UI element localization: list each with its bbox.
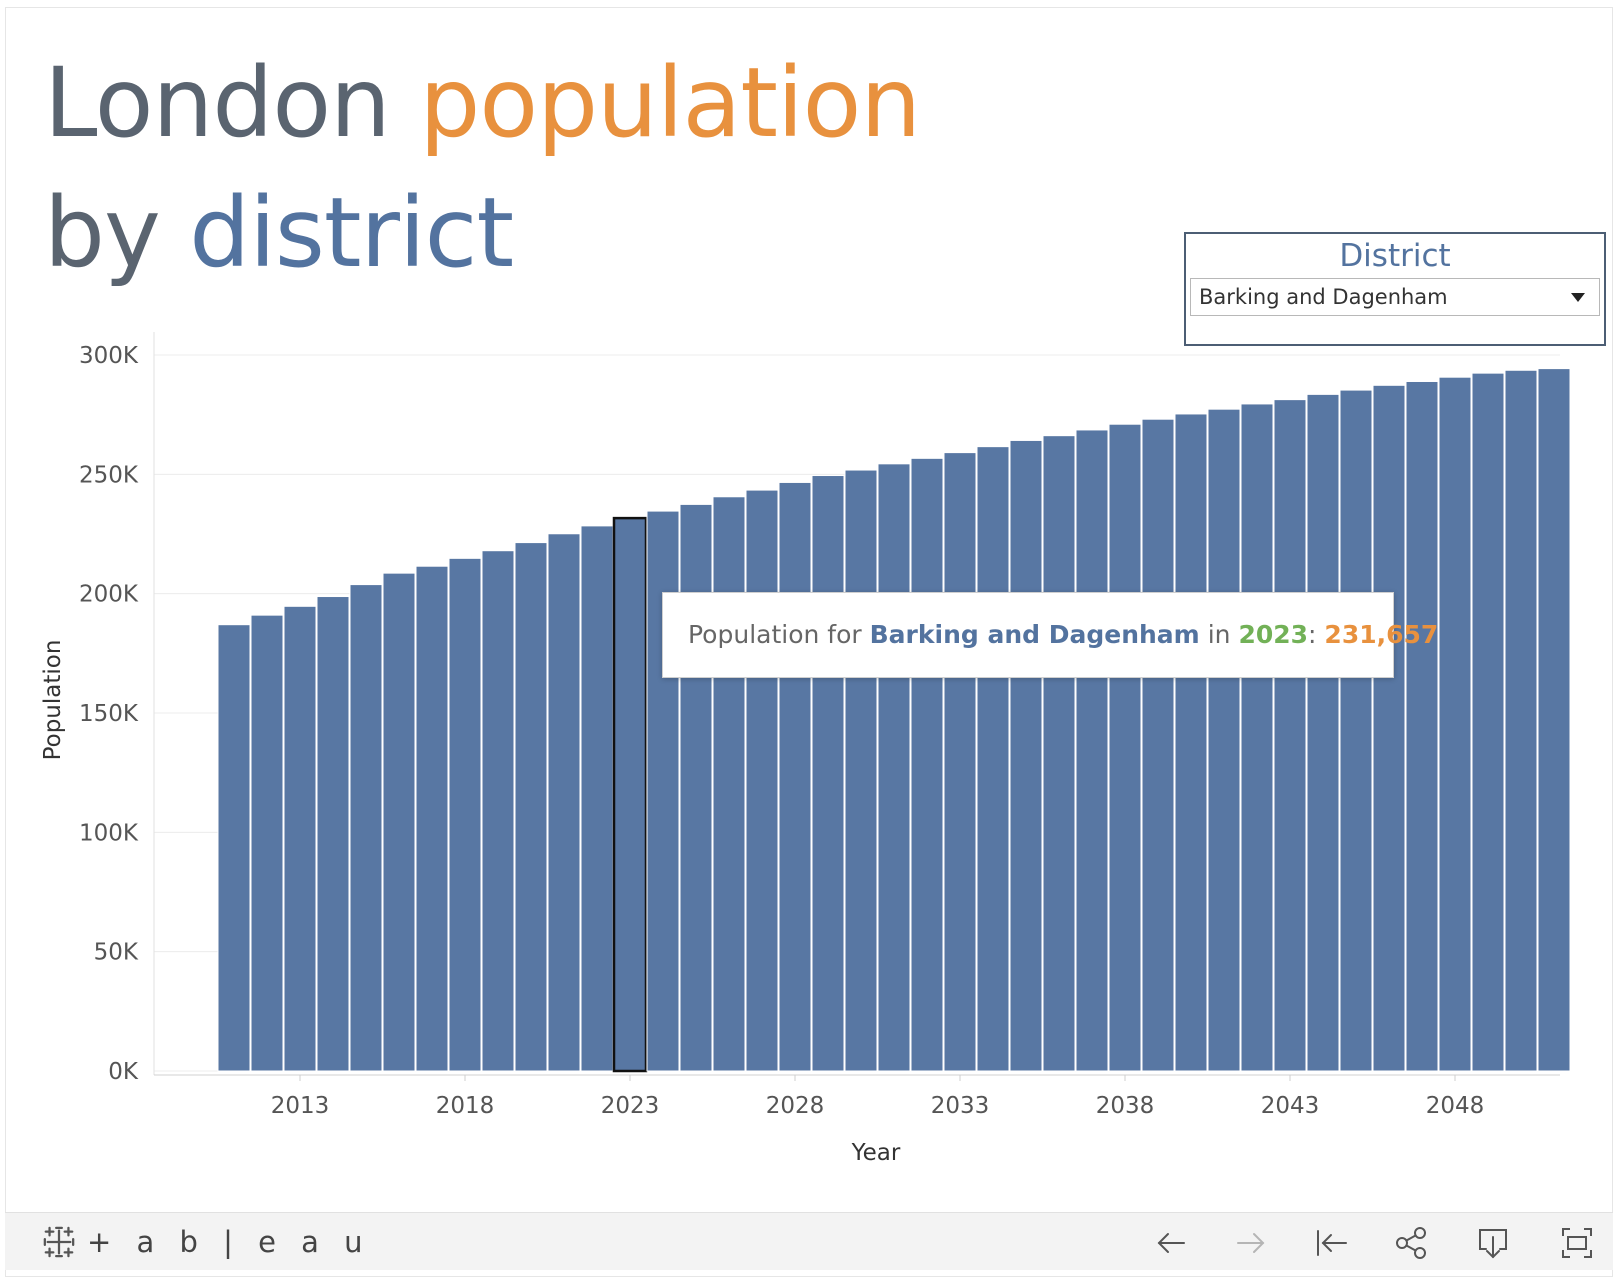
- district-select-value: Barking and Dagenham: [1199, 285, 1448, 309]
- y-axis-label: Population: [40, 640, 66, 761]
- bar[interactable]: [1108, 423, 1142, 1072]
- share-icon: [1396, 1227, 1426, 1259]
- title-word-district: district: [189, 177, 514, 289]
- x-tick-label: 2028: [766, 1093, 825, 1119]
- chart-tooltip: Population for Barking and Dagenham in 2…: [662, 592, 1438, 678]
- redo-icon: [1237, 1233, 1265, 1253]
- bar[interactable]: [745, 489, 779, 1072]
- tooltip-colon: :: [1308, 620, 1317, 649]
- bar[interactable]: [1339, 389, 1373, 1072]
- bars: [217, 368, 1571, 1073]
- bar[interactable]: [580, 525, 614, 1072]
- bar[interactable]: [1075, 429, 1109, 1072]
- y-tick-label: 0K: [108, 1059, 139, 1085]
- bar[interactable]: [1273, 399, 1307, 1072]
- x-tick-label: 2038: [1096, 1093, 1155, 1119]
- bar[interactable]: [1306, 393, 1340, 1072]
- bar[interactable]: [283, 605, 317, 1072]
- x-tick-label: 2048: [1426, 1093, 1485, 1119]
- title-word-london: London: [44, 47, 391, 159]
- bar[interactable]: [943, 452, 977, 1072]
- tooltip-prefix: Population for: [688, 620, 862, 649]
- bar[interactable]: [1471, 372, 1505, 1072]
- bar[interactable]: [1174, 413, 1208, 1072]
- bar-highlighted[interactable]: [612, 516, 648, 1073]
- tooltip-in: in: [1207, 620, 1231, 649]
- district-filter: District Barking and Dagenham: [1184, 232, 1606, 346]
- bar[interactable]: [1504, 369, 1538, 1072]
- download-icon: [1479, 1229, 1507, 1259]
- y-tick-label: 200K: [79, 582, 139, 608]
- bar[interactable]: [316, 596, 350, 1072]
- page-title: London population by district: [44, 38, 921, 298]
- y-tick-label: 300K: [79, 343, 139, 369]
- bar[interactable]: [217, 624, 251, 1072]
- bar[interactable]: [382, 572, 416, 1072]
- tableau-logo-icon: [43, 1226, 75, 1258]
- bar[interactable]: [481, 550, 515, 1072]
- x-tick-label: 2033: [931, 1093, 990, 1119]
- x-axis-label: Year: [851, 1140, 901, 1166]
- tooltip-value: 231,657: [1324, 620, 1439, 649]
- title-word-population: population: [419, 47, 921, 159]
- tableau-toolbar: + a b | e a u: [5, 1212, 1613, 1270]
- bar[interactable]: [547, 533, 581, 1072]
- title-word-by: by: [44, 177, 161, 289]
- bar[interactable]: [415, 565, 449, 1072]
- x-tick-label: 2018: [436, 1093, 495, 1119]
- revert-icon: [1317, 1230, 1347, 1256]
- bar[interactable]: [1207, 408, 1241, 1072]
- bar[interactable]: [976, 446, 1010, 1072]
- tooltip-district: Barking and Dagenham: [869, 620, 1200, 649]
- y-tick-label: 250K: [79, 462, 139, 488]
- x-tick-label: 2023: [601, 1093, 660, 1119]
- bar[interactable]: [679, 503, 713, 1072]
- bar[interactable]: [250, 614, 284, 1072]
- bar[interactable]: [1537, 368, 1571, 1072]
- fullscreen-button[interactable]: [1559, 1225, 1595, 1261]
- bar[interactable]: [1240, 403, 1274, 1072]
- bar[interactable]: [811, 475, 845, 1072]
- undo-button[interactable]: [1153, 1225, 1189, 1261]
- bar[interactable]: [910, 457, 944, 1072]
- y-tick-labels: 0K 50K 100K 150K 200K 250K 300K: [79, 343, 139, 1085]
- tooltip-year: 2023: [1238, 620, 1309, 649]
- bar[interactable]: [1042, 435, 1076, 1072]
- filter-title: District: [1339, 238, 1451, 274]
- bar[interactable]: [1405, 380, 1439, 1072]
- bar[interactable]: [1141, 418, 1175, 1072]
- bar[interactable]: [844, 469, 878, 1072]
- bar[interactable]: [1438, 376, 1472, 1072]
- redo-button[interactable]: [1233, 1225, 1269, 1261]
- revert-button[interactable]: [1313, 1225, 1349, 1261]
- bar[interactable]: [712, 496, 746, 1072]
- x-tick-label: 2043: [1261, 1093, 1320, 1119]
- undo-icon: [1157, 1233, 1185, 1253]
- x-tick-label: 2013: [271, 1093, 330, 1119]
- bar[interactable]: [877, 463, 911, 1072]
- y-tick-label: 150K: [79, 701, 139, 727]
- bar[interactable]: [349, 584, 383, 1072]
- x-tick-labels: 2013 2018 2023 2028 2033 2038 2043 2048: [271, 1075, 1485, 1119]
- y-tick-label: 100K: [79, 820, 139, 846]
- bar[interactable]: [514, 542, 548, 1072]
- bar[interactable]: [1372, 384, 1406, 1072]
- download-button[interactable]: [1475, 1225, 1511, 1261]
- dropdown-caret-icon: [1571, 293, 1585, 302]
- y-tick-label: 50K: [94, 940, 139, 966]
- share-button[interactable]: [1393, 1225, 1429, 1261]
- bar[interactable]: [778, 481, 812, 1072]
- bar[interactable]: [1009, 439, 1043, 1072]
- bar[interactable]: [448, 557, 482, 1072]
- fullscreen-icon: [1562, 1228, 1592, 1258]
- district-select[interactable]: Barking and Dagenham: [1190, 278, 1600, 316]
- tableau-wordmark: + a b | e a u: [87, 1225, 371, 1259]
